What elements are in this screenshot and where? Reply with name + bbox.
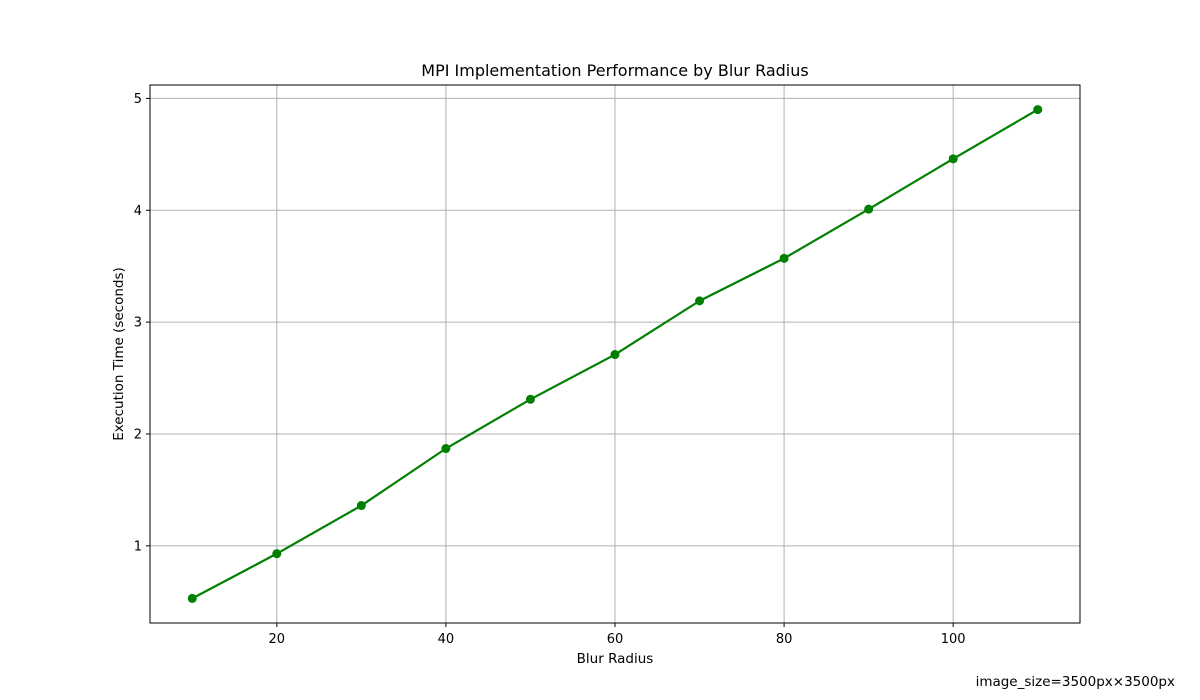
y-tick-label: 4 bbox=[134, 204, 142, 219]
x-tick-label: 40 bbox=[438, 632, 455, 647]
x-tick-label: 20 bbox=[269, 632, 286, 647]
data-point bbox=[610, 350, 620, 360]
data-point bbox=[356, 501, 366, 511]
y-tick-label: 1 bbox=[134, 539, 142, 554]
data-point bbox=[948, 154, 958, 164]
image-size-note: image_size=3500px×3500px bbox=[975, 674, 1175, 690]
series-layer bbox=[187, 105, 1043, 603]
x-tick-label: 60 bbox=[607, 632, 624, 647]
chart-title: MPI Implementation Performance by Blur R… bbox=[421, 61, 808, 80]
y-tick-label: 5 bbox=[134, 92, 142, 107]
data-point bbox=[187, 593, 197, 603]
x-axis-title: Blur Radius bbox=[577, 651, 654, 667]
data-point bbox=[272, 549, 282, 559]
x-tick-label: 80 bbox=[776, 632, 793, 647]
y-axis-title: Execution Time (seconds) bbox=[111, 267, 127, 441]
x-tick-label: 100 bbox=[941, 632, 966, 647]
ticks-layer: 20 40 60 80 100 1 2 3 4 5 bbox=[134, 92, 966, 647]
y-tick-label: 3 bbox=[134, 316, 142, 331]
grid-layer bbox=[150, 85, 1080, 623]
data-point bbox=[695, 296, 705, 306]
data-point bbox=[1033, 105, 1043, 115]
data-point bbox=[864, 204, 874, 214]
y-tick-label: 2 bbox=[134, 427, 142, 442]
data-point bbox=[779, 253, 789, 263]
data-point bbox=[525, 394, 535, 404]
data-point bbox=[441, 444, 451, 454]
